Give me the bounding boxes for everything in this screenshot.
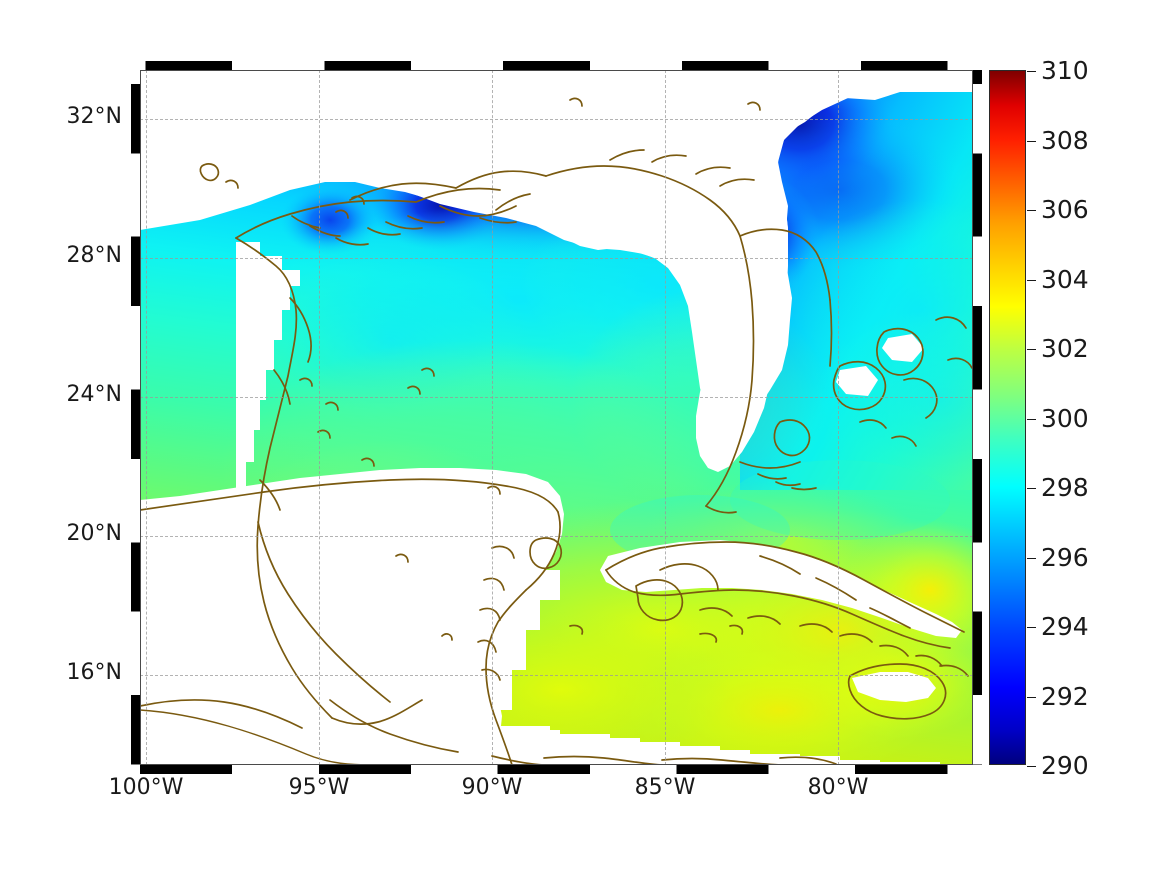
colorbar-tick-300 bbox=[1027, 418, 1036, 420]
colorbar-tick-292 bbox=[1027, 696, 1036, 698]
map-axes[interactable] bbox=[140, 70, 973, 765]
colorbar-tick-310 bbox=[1027, 71, 1036, 72]
colorbar-gradient bbox=[990, 71, 1025, 764]
colorbar-label-300: 300 bbox=[1041, 403, 1089, 433]
xtick-label-95w: 95°W bbox=[288, 775, 350, 800]
frame-top bbox=[140, 61, 973, 70]
colorbar-label-308: 308 bbox=[1041, 125, 1089, 155]
gridline-lat-20 bbox=[140, 535, 973, 537]
colorbar-tick-302 bbox=[1027, 349, 1036, 350]
colorbar-tick-306 bbox=[1027, 210, 1036, 211]
colorbar-label-302: 302 bbox=[1041, 334, 1089, 363]
colorbar-label-304: 304 bbox=[1041, 264, 1089, 294]
gridline-lon-100 bbox=[145, 70, 147, 765]
xtick-label-90w: 90°W bbox=[461, 775, 523, 800]
colorbar-label-306: 306 bbox=[1041, 195, 1089, 224]
colorbar-tick-296 bbox=[1027, 557, 1036, 559]
gridline-lat-24 bbox=[140, 396, 973, 398]
gridline-lon-95 bbox=[318, 70, 320, 765]
ytick-label-16n: 16°N bbox=[66, 660, 122, 685]
colorbar-label-298: 298 bbox=[1041, 473, 1089, 502]
colorbar-label-294: 294 bbox=[1041, 612, 1089, 641]
ytick-label-20n: 20°N bbox=[66, 521, 122, 546]
map-raster-clip bbox=[140, 70, 973, 765]
colorbar-label-296: 296 bbox=[1041, 542, 1089, 572]
xtick-label-80w: 80°W bbox=[807, 775, 869, 800]
gridline-lon-90 bbox=[491, 70, 493, 765]
gridline-lat-32 bbox=[140, 118, 973, 120]
ytick-label-28n: 28°N bbox=[66, 243, 122, 268]
gridline-lon-85 bbox=[665, 70, 667, 765]
xtick-label-85w: 85°W bbox=[634, 775, 696, 800]
colorbar-tick-294 bbox=[1027, 627, 1036, 628]
gridline-lat-28 bbox=[140, 257, 973, 259]
colorbar-tick-304 bbox=[1027, 279, 1036, 281]
xtick-label-100w: 100°W bbox=[108, 775, 184, 800]
ytick-label-24n: 24°N bbox=[66, 382, 122, 407]
colorbar-label-310: 310 bbox=[1041, 56, 1089, 85]
colorbar-tick-298 bbox=[1027, 488, 1036, 489]
colorbar-tick-290 bbox=[1027, 766, 1036, 767]
coastlines bbox=[140, 97, 973, 765]
colorbar-tick-308 bbox=[1027, 140, 1036, 142]
ytick-label-32n: 32°N bbox=[66, 104, 122, 129]
gridline-lat-16 bbox=[140, 674, 973, 676]
colorbar-label-290: 290 bbox=[1041, 751, 1089, 780]
frame-left bbox=[131, 70, 140, 765]
colorbar-label-292: 292 bbox=[1041, 681, 1089, 711]
frame-bottom bbox=[140, 765, 973, 774]
gridline-lon-80 bbox=[838, 70, 840, 765]
colorbar[interactable] bbox=[989, 70, 1036, 767]
frame-right bbox=[973, 70, 982, 765]
north-land-fill bbox=[140, 70, 973, 430]
